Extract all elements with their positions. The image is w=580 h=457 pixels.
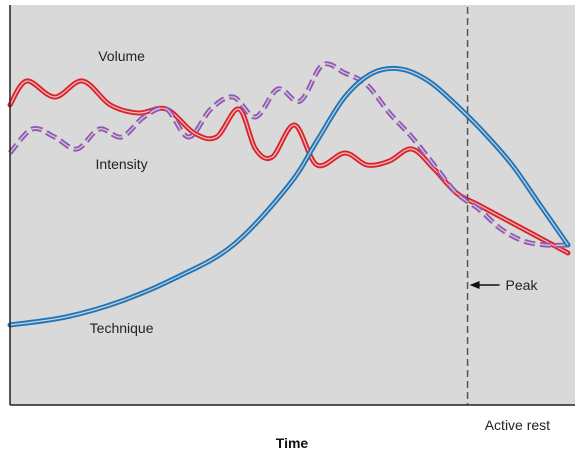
technique-label: Technique (90, 320, 154, 336)
series-0-line-highlight (9, 80, 569, 254)
series-layer (7, 61, 571, 328)
peak-arrow-icon (469, 281, 500, 289)
volume-label: Volume (98, 48, 145, 64)
peak-label: Peak (506, 277, 539, 293)
intensity-label: Intensity (96, 156, 148, 172)
series-2-line-highlight (9, 67, 569, 326)
x-axis-label: Time (276, 435, 309, 451)
active-rest-label: Active rest (485, 417, 550, 433)
plot-background (10, 5, 575, 405)
series-1-line-highlight (9, 63, 569, 246)
